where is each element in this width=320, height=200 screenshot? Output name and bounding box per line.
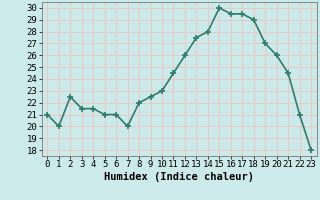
X-axis label: Humidex (Indice chaleur): Humidex (Indice chaleur)	[104, 172, 254, 182]
